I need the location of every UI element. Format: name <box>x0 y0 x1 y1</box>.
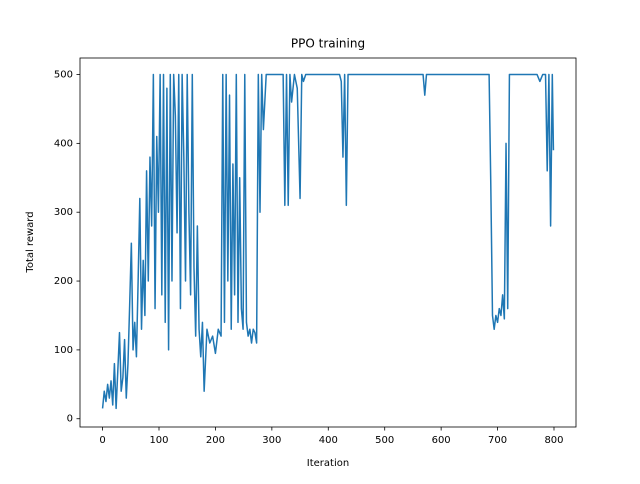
y-tick-label: 200 <box>54 276 73 287</box>
x-tick-label: 300 <box>262 435 281 446</box>
x-tick-label: 700 <box>488 435 507 446</box>
x-tick-label: 100 <box>149 435 168 446</box>
data-line <box>101 73 555 410</box>
x-tick-label: 400 <box>319 435 338 446</box>
x-tick-label: 200 <box>206 435 225 446</box>
y-tick-label: 400 <box>54 138 73 149</box>
x-tick-label: 500 <box>375 435 394 446</box>
y-tick-label: 0 <box>67 414 73 425</box>
plot-frame <box>79 57 577 428</box>
y-tick-label: 300 <box>54 207 73 218</box>
y-axis-label: Total reward <box>25 211 36 273</box>
x-tick-label: 600 <box>432 435 451 446</box>
x-tick-label: 800 <box>544 435 563 446</box>
y-tick-label: 500 <box>54 70 73 81</box>
chart-title: PPO training <box>291 37 365 51</box>
x-axis-label: Iteration <box>307 458 349 469</box>
x-tick-label: 0 <box>99 435 105 446</box>
y-tick-label: 100 <box>54 345 73 356</box>
